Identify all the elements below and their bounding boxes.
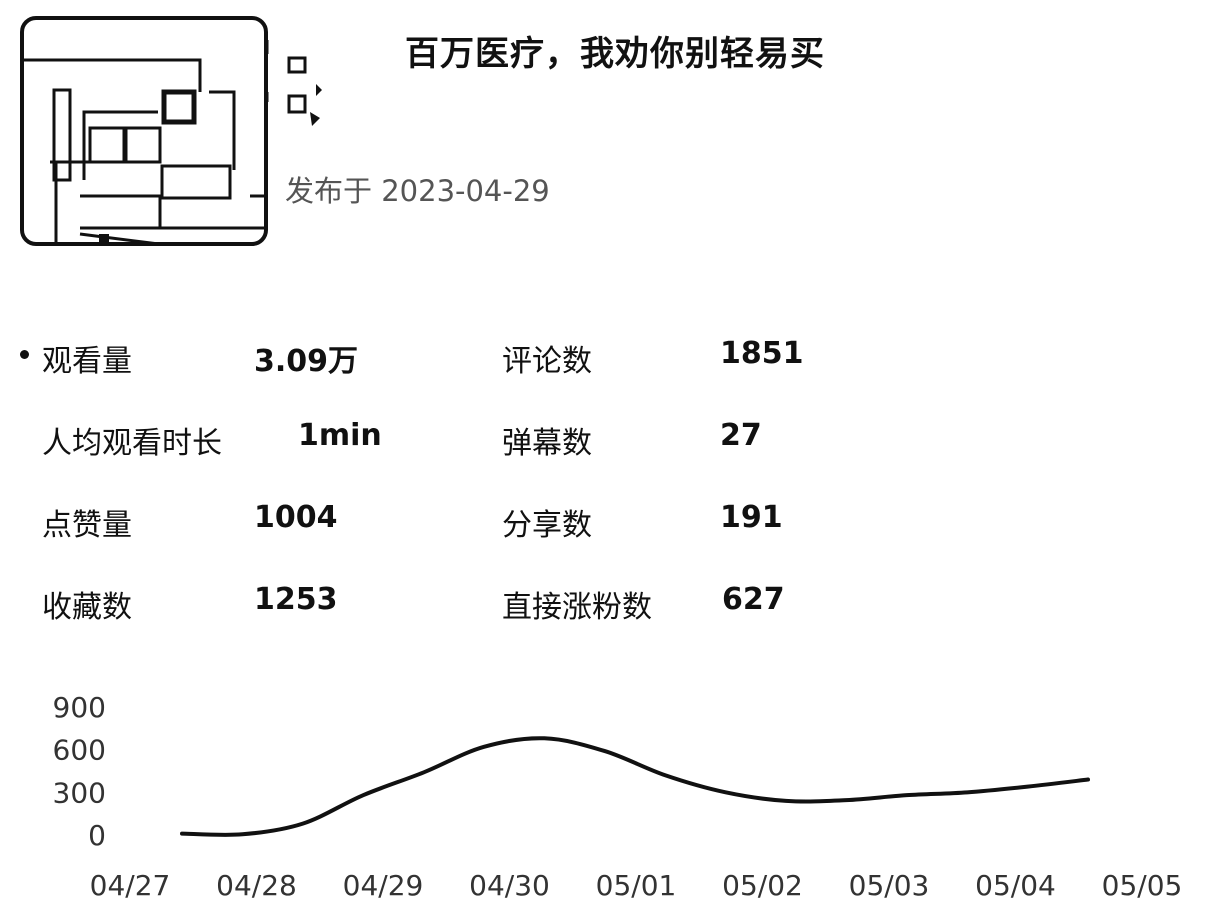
stat-value-danmaku: 27 — [720, 418, 762, 453]
stat-value-new-followers: 627 — [722, 582, 785, 617]
x-tick-label: 04/30 — [469, 869, 550, 902]
stat-label-views: 观看量 — [42, 344, 132, 379]
arrow-right-icon — [316, 84, 322, 96]
x-tick-label: 05/03 — [849, 869, 930, 902]
stat-value-avg-watch: 1min — [298, 418, 382, 453]
x-tick-label: 04/27 — [90, 869, 171, 902]
y-tick-label: 900 — [53, 691, 106, 724]
series-line — [180, 736, 1090, 837]
small-square-icon — [287, 56, 307, 74]
stat-value-favorites: 1253 — [254, 582, 338, 617]
y-tick-label: 600 — [53, 734, 106, 767]
x-tick-label: 04/29 — [343, 869, 424, 902]
stat-value-comments: 1851 — [720, 336, 804, 371]
square-icon — [287, 94, 307, 114]
stat-label-likes: 点赞量 — [42, 508, 132, 543]
overlay-icons — [265, 40, 322, 126]
y-tick-label: 300 — [53, 776, 106, 809]
stat-label-danmaku: 弹幕数 — [502, 426, 592, 461]
stat-label-comments: 评论数 — [502, 344, 592, 379]
stat-label-avg-watch: 人均观看时长 — [42, 426, 222, 461]
stat-label-new-followers: 直接涨粉数 — [502, 590, 652, 625]
y-axis: 0 300 600 900 — [53, 691, 106, 852]
video-thumbnail[interactable] — [20, 16, 268, 246]
x-tick-label: 05/02 — [722, 869, 803, 902]
stat-value-shares: 191 — [720, 500, 783, 535]
floorplan-thumbnail-icon — [24, 58, 264, 242]
x-tick-label: 05/01 — [596, 869, 677, 902]
stat-value-likes: 1004 — [254, 500, 338, 535]
stat-value-views: 3.09万 — [254, 344, 359, 379]
stat-label-shares: 分享数 — [502, 508, 592, 543]
y-tick-label: 0 — [88, 819, 106, 852]
trend-line-chart: 0 300 600 900 04/27 04/28 04/29 04/30 05/01 05/0… — [53, 691, 1183, 902]
x-tick-label: 05/04 — [975, 869, 1056, 902]
bullet-dot-icon — [20, 350, 29, 359]
video-title[interactable]: 百万医疗，我劝你别轻易买 — [405, 34, 825, 74]
stat-label-favorites: 收藏数 — [42, 590, 132, 625]
x-tick-label: 04/28 — [216, 869, 297, 902]
arrow-down-icon — [310, 112, 320, 126]
x-axis: 04/27 04/28 04/29 04/30 05/01 05/02 05/03 05/04… — [90, 869, 1183, 902]
x-tick-label: 05/05 — [1102, 869, 1183, 902]
publish-date: 发布于 2023-04-29 — [285, 174, 550, 208]
